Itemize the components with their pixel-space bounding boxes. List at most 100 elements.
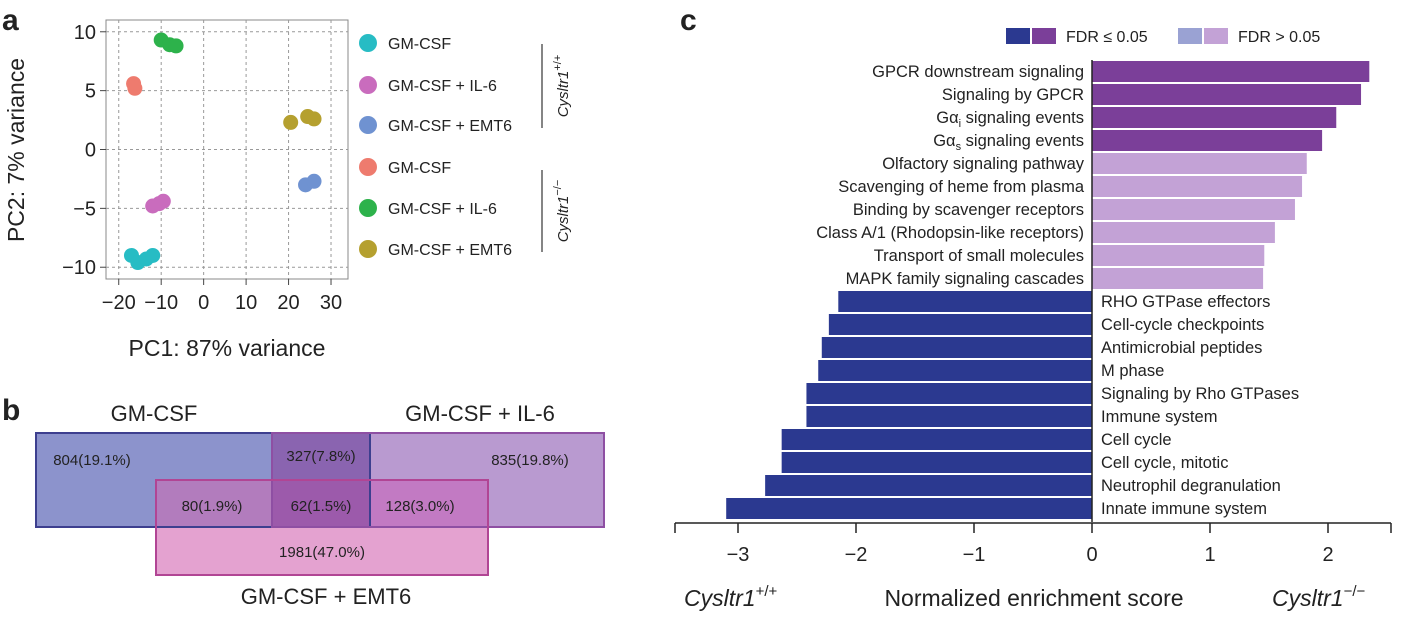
pca-point (127, 80, 143, 96)
legend-entry-label: GM-CSF (388, 36, 451, 53)
venn-count-il6-emt6: 128(3.0%) (385, 498, 454, 515)
nes-x-tick-label: 1 (1204, 544, 1215, 566)
nes-bar (828, 314, 1092, 335)
pca-point (283, 114, 299, 130)
venn-count-gm-il6: 327(7.8%) (286, 448, 355, 465)
nes-bar (806, 383, 1092, 404)
venn-label-gm-csf-emt6: GM-CSF + EMT6 (241, 584, 412, 609)
legend-entry-label: FDR > 0.05 (1238, 29, 1320, 46)
nes-bar-label: Cell cycle, mitotic (1101, 454, 1228, 472)
nes-bar-label: Cell cycle (1101, 431, 1172, 449)
pca-point (306, 173, 322, 189)
venn-count-emt6-only: 1981(47.0%) (279, 544, 365, 561)
nes-bar-label: Olfactory signaling pathway (882, 155, 1085, 173)
nes-bar (765, 475, 1092, 496)
nes-bar (781, 429, 1092, 450)
pca-point (155, 193, 171, 209)
venn-count-gm-only: 804(19.1%) (53, 452, 131, 469)
venn-region-il6-emt6 (370, 480, 488, 527)
nes-bar-label: Scavenging of heme from plasma (838, 178, 1085, 196)
venn-label-gm-csf: GM-CSF (111, 401, 198, 426)
nes-bar (1092, 222, 1275, 243)
nes-left-genotype-label: Cysltr1+/+ (684, 583, 777, 611)
nes-bar-label: Cell-cycle checkpoints (1101, 316, 1264, 334)
pca-y-tick-label: −5 (73, 198, 96, 220)
enrichment-bar-chart: FDR ≤ 0.05 FDR > 0.05 GPCR downstream sig… (674, 28, 1392, 611)
legend-entry-label: GM-CSF + EMT6 (388, 242, 512, 259)
nes-x-tick-label: −1 (963, 544, 986, 566)
nes-x-tick-label: 0 (1086, 544, 1097, 566)
venn-region-gm-il6 (272, 433, 370, 480)
nes-bar-label: Binding by scavenger receptors (853, 201, 1084, 219)
pca-y-tick-label: 10 (74, 22, 96, 44)
legend-swatch (1178, 28, 1202, 44)
nes-bar (1092, 153, 1307, 174)
nes-x-tick-label: −3 (727, 544, 750, 566)
venn-count-il6-only: 835(19.8%) (491, 452, 569, 469)
venn-region-all-three (272, 480, 370, 527)
legend-entry-label: FDR ≤ 0.05 (1066, 29, 1148, 46)
nes-bar-label: Signaling by GPCR (942, 86, 1084, 104)
pca-point (306, 111, 322, 127)
nes-bar (781, 452, 1092, 473)
nes-bar (1092, 268, 1264, 289)
legend-swatch (359, 158, 377, 176)
venn-diagram: GM-CSF GM-CSF + IL-6 GM-CSF + EMT6 804(1… (35, 401, 605, 609)
nes-bar (838, 291, 1092, 312)
nes-bar (1092, 84, 1362, 105)
nes-bar-label: Antimicrobial peptides (1101, 339, 1262, 357)
legend-swatch (359, 76, 377, 94)
pca-point (168, 38, 184, 54)
pca-y-tick-label: 0 (85, 140, 96, 162)
nes-bar (1092, 199, 1295, 220)
nes-bar-label: Immune system (1101, 408, 1217, 426)
legend-entry-label: GM-CSF + EMT6 (388, 118, 512, 135)
nes-x-tick-label: 2 (1322, 544, 1333, 566)
pca-x-tick-label: 0 (198, 292, 209, 314)
nes-bar-label: Transport of small molecules (874, 247, 1084, 265)
legend-entry-label: GM-CSF (388, 160, 451, 177)
nes-bar (1092, 245, 1265, 266)
nes-bar-label: Signaling by Rho GTPases (1101, 385, 1299, 403)
pca-point (145, 247, 161, 263)
legend-swatch (1032, 28, 1056, 44)
pca-x-tick-label: −10 (144, 292, 178, 314)
venn-region-gm-emt6 (156, 480, 272, 527)
venn-count-gm-emt6: 80(1.9%) (182, 498, 243, 515)
nes-x-axis: −3 −2 −1 0 1 2 (674, 522, 1392, 566)
pca-y-tick-label: −10 (62, 257, 96, 279)
pca-legend: GM-CSF GM-CSF + IL-6 GM-CSF + EMT6 GM-CSF GM… (359, 34, 572, 259)
nes-bar-label: M phase (1101, 362, 1164, 380)
venn-count-all-three: 62(1.5%) (291, 498, 352, 515)
panel-label-b: b (2, 394, 20, 427)
legend-swatch (359, 34, 377, 52)
nes-right-genotype-label: Cysltr1−/− (1272, 583, 1365, 611)
nes-bar-labels: GPCR downstream signaling Signaling by GP… (816, 63, 1299, 518)
legend-entry-label: GM-CSF + IL-6 (388, 78, 497, 95)
venn-outline-emt6 (155, 479, 489, 576)
pca-x-ticks: −20 −10 0 10 20 30 (102, 279, 342, 314)
fdr-legend: FDR ≤ 0.05 FDR > 0.05 (1006, 28, 1320, 46)
legend-genotype-label: Cysltr1−/− (552, 180, 572, 243)
legend-swatch (359, 116, 377, 134)
pca-x-tick-label: −20 (102, 292, 136, 314)
pca-x-tick-label: 20 (277, 292, 299, 314)
pca-y-axis-title: PC2: 7% variance (3, 58, 29, 242)
panel-label-c: c (680, 4, 697, 37)
nes-bar (821, 337, 1092, 358)
venn-label-gm-csf-il6: GM-CSF + IL-6 (405, 401, 555, 426)
nes-bar (806, 406, 1092, 427)
pca-x-tick-label: 30 (320, 292, 342, 314)
nes-bar-label: Neutrophil degranulation (1101, 477, 1281, 495)
legend-swatch (1204, 28, 1228, 44)
legend-swatch (359, 199, 377, 217)
pca-scatter-plot: −20 −10 0 10 20 30 −10 −5 0 5 10 PC1: 87% varianc… (3, 19, 572, 361)
nes-bar (1092, 61, 1370, 82)
panel-label-a: a (2, 4, 19, 37)
pca-points (123, 32, 322, 271)
pca-x-tick-label: 10 (235, 292, 257, 314)
nes-bar (1092, 107, 1337, 128)
legend-genotype-label: Cysltr1+/+ (552, 55, 572, 118)
nes-bar-label: Innate immune system (1101, 500, 1267, 518)
